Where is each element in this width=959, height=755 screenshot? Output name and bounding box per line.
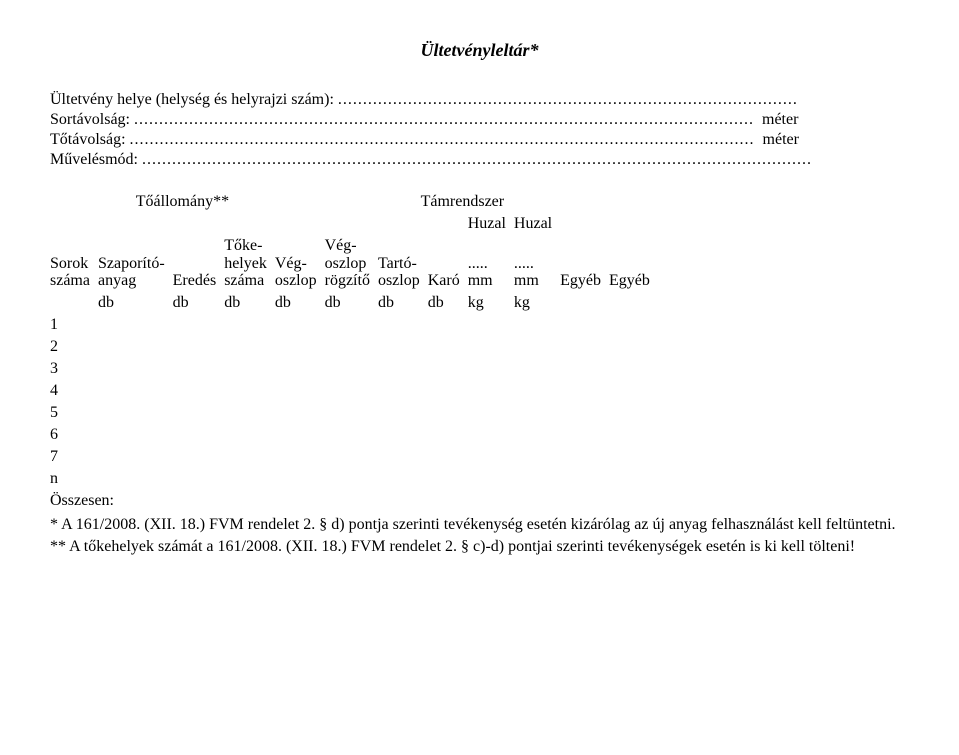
unit-db: db xyxy=(378,292,428,314)
field-totavolsag-dots: ........................................… xyxy=(130,131,755,148)
unit-row: db db db db db db db kg kg xyxy=(50,292,658,314)
unit-db: db xyxy=(325,292,378,314)
field-sortavolsag-label: Sortávolság: xyxy=(50,111,130,128)
inventory-table: Tőállomány** Támrendszer Huzal Huzal Sor… xyxy=(50,191,658,512)
field-location-dots: ........................................… xyxy=(338,91,798,108)
col-vegoszlop-rogzito: Vég- oszlop rögzítő xyxy=(325,237,370,290)
table-row: 4 xyxy=(50,380,658,402)
table-row: n xyxy=(50,468,658,490)
col-szaporito: Szaporító- anyag xyxy=(98,255,165,290)
col-egyeb-2: Egyéb xyxy=(609,272,650,289)
row-num: 4 xyxy=(50,380,98,402)
total-label: Összesen: xyxy=(50,490,658,512)
footnote-2: ** A tőkehelyek számát a 161/2008. (XII.… xyxy=(50,538,909,556)
table-row: 2 xyxy=(50,336,658,358)
unit-db: db xyxy=(224,292,275,314)
field-muvelesmod: Művelésmód: ............................… xyxy=(50,151,909,169)
row-num: n xyxy=(50,468,98,490)
huzal-header-row: Huzal Huzal xyxy=(50,213,658,235)
table-row: 1 xyxy=(50,314,658,336)
col-egyeb-1: Egyéb xyxy=(560,272,601,289)
unit-db: db xyxy=(173,292,225,314)
unit-db: db xyxy=(275,292,325,314)
col-huzal-mm-1: ..... mm xyxy=(468,255,493,290)
col-tartooszlop: Tartó- oszlop xyxy=(378,255,420,290)
col-vegoszlop: Vég- oszlop xyxy=(275,255,317,290)
field-totavolsag-label: Tőtávolság: xyxy=(50,131,126,148)
unit-kg: kg xyxy=(514,292,560,314)
field-sortavolsag-dots: ........................................… xyxy=(134,111,754,128)
total-row: Összesen: xyxy=(50,490,658,512)
table-row: 5 xyxy=(50,402,658,424)
col-karo: Karó xyxy=(428,272,460,289)
group-right-label: Támrendszer xyxy=(275,191,658,213)
field-location: Ültetvény helye (helység és helyrajzi sz… xyxy=(50,91,909,109)
field-muvelesmod-dots: ........................................… xyxy=(142,151,812,168)
field-totavolsag-unit: méter xyxy=(763,131,799,148)
page-title: Ültetvényleltár* xyxy=(50,40,909,61)
table-row: 6 xyxy=(50,424,658,446)
field-sortavolsag: Sortávolság: ...........................… xyxy=(50,111,909,129)
field-muvelesmod-label: Művelésmód: xyxy=(50,151,138,168)
row-num: 6 xyxy=(50,424,98,446)
unit-kg: kg xyxy=(468,292,514,314)
col-tokehelyek: Tőke- helyek száma xyxy=(224,237,267,290)
row-num: 2 xyxy=(50,336,98,358)
group-header-row: Tőállomány** Támrendszer xyxy=(50,191,658,213)
field-location-label: Ültetvény helye (helység és helyrajzi sz… xyxy=(50,91,334,108)
row-num: 1 xyxy=(50,314,98,336)
huzal-label-1: Huzal xyxy=(468,213,514,235)
row-num: 7 xyxy=(50,446,98,468)
footnote-1: * A 161/2008. (XII. 18.) FVM rendelet 2.… xyxy=(50,516,909,534)
unit-db: db xyxy=(428,292,468,314)
group-left-label: Tőállomány** xyxy=(98,191,275,213)
table-row: 3 xyxy=(50,358,658,380)
field-totavolsag: Tőtávolság: ............................… xyxy=(50,131,909,149)
col-eredes: Eredés xyxy=(173,272,217,289)
col-sorok: Sorok száma xyxy=(50,255,90,290)
huzal-label-2: Huzal xyxy=(514,213,560,235)
unit-db: db xyxy=(98,292,173,314)
col-huzal-mm-2: ..... mm xyxy=(514,255,539,290)
row-num: 5 xyxy=(50,402,98,424)
field-sortavolsag-unit: méter xyxy=(762,111,798,128)
column-header-row: Sorok száma Szaporító- anyag Eredés Tőke… xyxy=(50,235,658,292)
table-row: 7 xyxy=(50,446,658,468)
row-num: 3 xyxy=(50,358,98,380)
